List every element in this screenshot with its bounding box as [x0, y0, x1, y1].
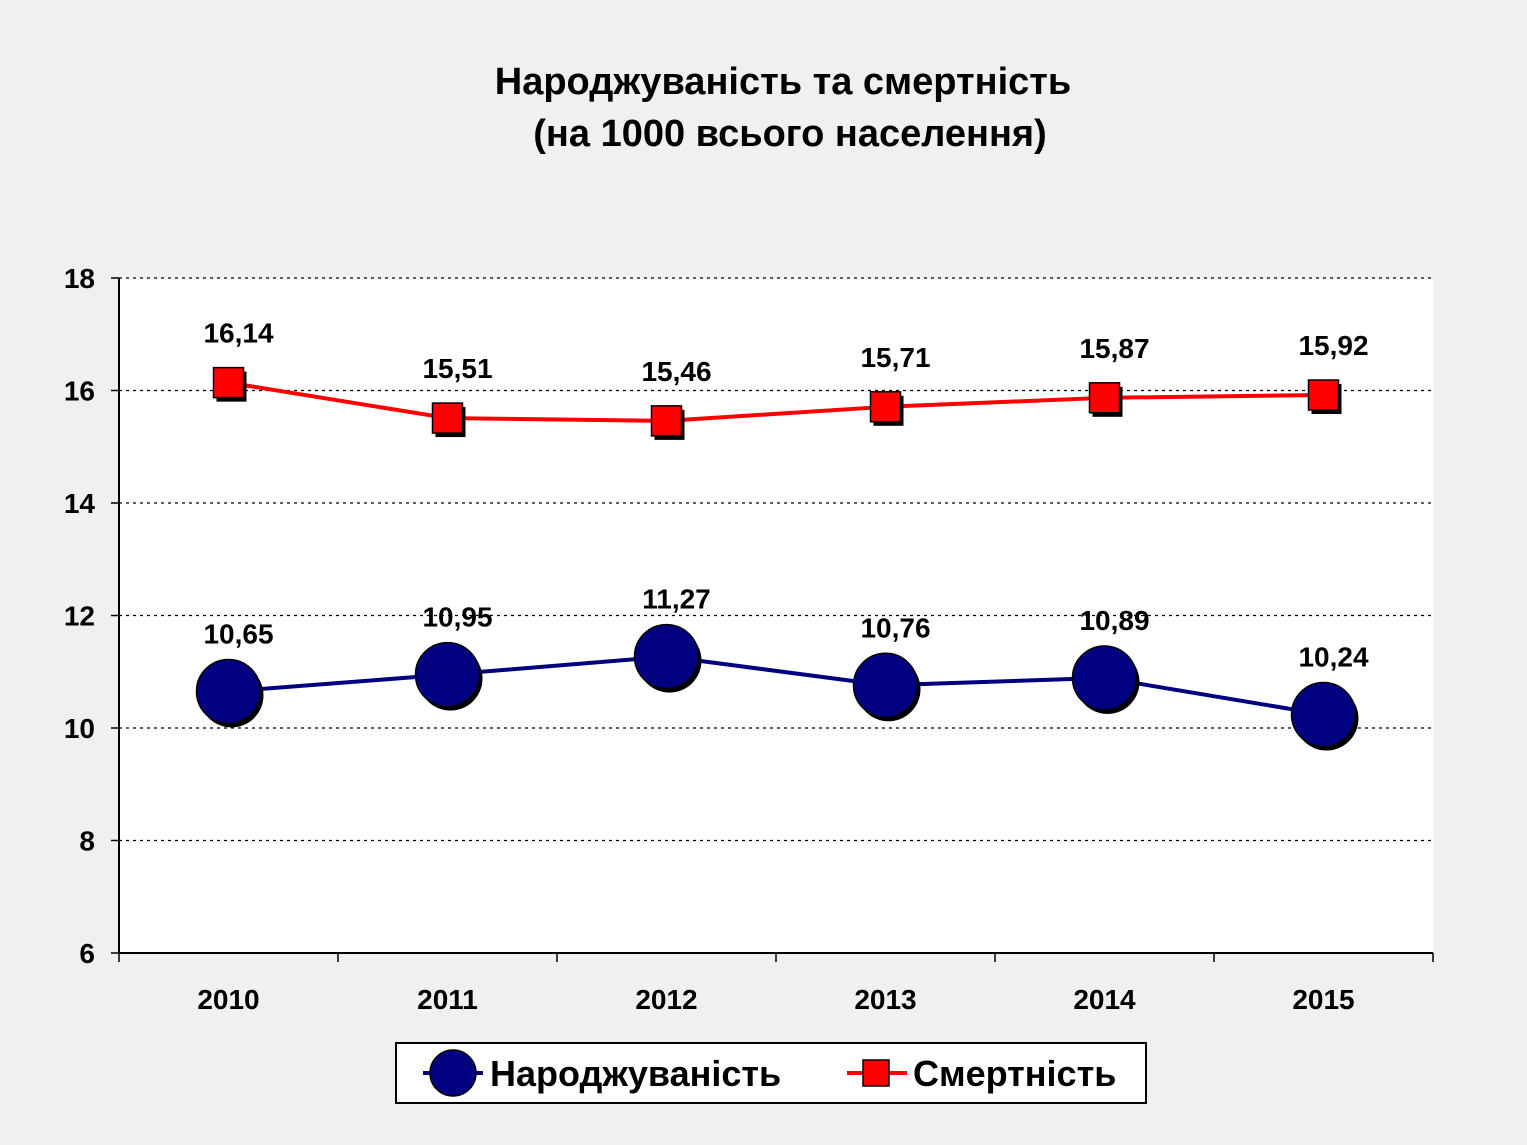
y-tick-label: 8: [79, 826, 95, 857]
data-point-births: [195, 658, 262, 725]
data-point-births: [1290, 681, 1357, 748]
x-tick-label: 2011: [417, 984, 478, 1015]
y-tick-label: 10: [64, 713, 95, 744]
y-tick-label: 14: [64, 488, 96, 519]
data-label-births: 10,89: [1079, 605, 1149, 636]
y-tick-label: 18: [64, 263, 95, 294]
x-tick-label: 2012: [635, 984, 697, 1015]
y-tick-label: 6: [79, 938, 95, 969]
data-point-deaths: [1088, 382, 1121, 414]
data-point-deaths: [869, 391, 902, 423]
legend-deaths-marker: [862, 1059, 890, 1087]
series-layer: [195, 366, 1359, 751]
data-point-deaths: [1307, 379, 1340, 411]
y-tick-label: 16: [64, 376, 95, 407]
data-label-births: 10,95: [422, 602, 492, 633]
data-point-births: [1071, 645, 1138, 711]
axes: 6 8 10 12 14 16 18 2010 2011 2012 2013 2014 2015: [64, 263, 1434, 1015]
legend-deaths-label: Смертність: [913, 1053, 1116, 1094]
series-line-births: [228, 654, 1324, 717]
x-tick-label: 2014: [1073, 984, 1136, 1015]
grid-lines: [119, 277, 1433, 842]
series-line-deaths: [228, 380, 1324, 423]
legend-item-births: Народжуваність: [423, 1049, 781, 1097]
data-point-deaths: [650, 405, 683, 437]
chart-title-line1: Народжуваність та смертність: [495, 61, 1071, 103]
data-label-births: 10,65: [203, 618, 273, 649]
data-label-deaths: 15,71: [860, 342, 930, 373]
data-point-births: [633, 623, 700, 690]
legend-births-marker: [429, 1049, 477, 1097]
data-label-deaths: 15,87: [1079, 333, 1149, 364]
data-label-deaths: 15,46: [641, 356, 711, 387]
legend-item-deaths: Смертність: [847, 1053, 1116, 1094]
data-point-deaths: [212, 366, 245, 399]
data-label-births: 11,27: [642, 584, 711, 615]
data-label-deaths: 15,51: [422, 353, 492, 384]
data-labels: 10,65 10,95 11,27 10,76 10,89 10,24 16,14 15,51…: [203, 318, 1368, 673]
data-label-births: 10,76: [860, 612, 930, 643]
chart-title-line2: (на 1000 всього населення): [533, 113, 1046, 155]
data-point-deaths: [431, 402, 464, 434]
x-tick-label: 2015: [1292, 984, 1354, 1015]
y-tick-label: 12: [64, 601, 95, 632]
x-tick-label: 2010: [197, 984, 259, 1015]
data-point-births: [852, 652, 919, 718]
data-label-births: 10,24: [1298, 642, 1368, 673]
data-label-deaths: 15,92: [1298, 330, 1368, 361]
x-tick-label: 2013: [854, 984, 916, 1015]
data-point-births: [414, 641, 481, 708]
legend-box: [395, 1042, 1147, 1104]
data-label-deaths: 16,14: [203, 318, 273, 349]
legend: Народжуваність Смертність: [395, 1042, 1147, 1104]
legend-births-label: Народжуваність: [490, 1053, 781, 1094]
